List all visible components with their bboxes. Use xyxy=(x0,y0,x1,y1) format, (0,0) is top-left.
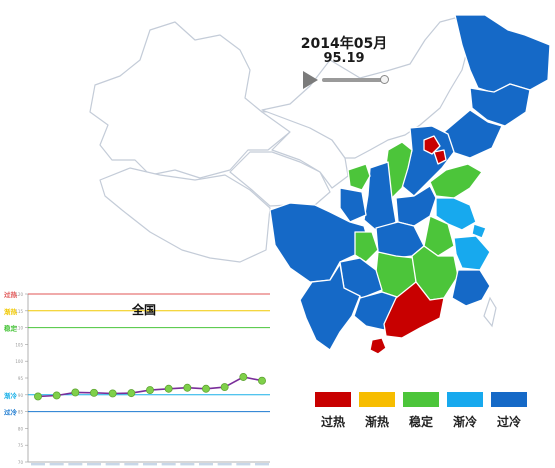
reference-label: 过热 xyxy=(4,290,18,299)
xinjiang-outline xyxy=(89,21,291,179)
legend-swatch xyxy=(403,392,439,407)
x-tick-label xyxy=(199,463,213,466)
reference-label: 渐冷 xyxy=(4,391,18,400)
date-label: 2014年05月 xyxy=(300,36,388,52)
legend-item: 过冷 xyxy=(489,392,529,432)
region-yunnan[interactable] xyxy=(299,263,361,351)
x-tick-label xyxy=(87,463,101,466)
region-gansu-east[interactable] xyxy=(339,187,367,223)
legend-label: 渐冷 xyxy=(452,415,477,429)
legend-swatch xyxy=(315,392,351,407)
chart-title: 全国 xyxy=(131,302,156,317)
y-tick-label: 70 xyxy=(18,460,24,465)
data-point xyxy=(239,373,248,381)
legend-label: 渐热 xyxy=(364,415,389,429)
x-tick-label xyxy=(217,463,232,466)
legend-label: 过冷 xyxy=(496,415,521,429)
y-tick-label: 115 xyxy=(15,309,23,314)
region-ningxia[interactable] xyxy=(347,163,371,191)
y-tick-label: 80 xyxy=(18,426,24,431)
data-point xyxy=(258,376,266,385)
region-beijing[interactable] xyxy=(423,135,441,155)
provinces xyxy=(269,14,551,355)
y-tick-label: 105 xyxy=(15,342,23,347)
legend-item: 过热 xyxy=(313,392,353,432)
legend-label: 过热 xyxy=(320,415,345,429)
y-tick-label: 90 xyxy=(18,393,24,398)
x-tick-label xyxy=(31,463,45,466)
data-point xyxy=(90,388,98,397)
qinghai-outline xyxy=(229,151,331,207)
x-tick-label xyxy=(105,463,120,466)
region-liaoning[interactable] xyxy=(443,109,503,159)
reference-label: 过冷 xyxy=(4,408,18,417)
region-shanghai[interactable] xyxy=(471,223,487,239)
data-point xyxy=(183,383,192,392)
region-tianjin[interactable] xyxy=(433,149,447,165)
legend-item: 稳定 xyxy=(401,392,441,432)
x-tick-label xyxy=(255,463,269,466)
chart-background xyxy=(0,286,280,468)
x-tick-label xyxy=(161,463,176,466)
y-tick-label: 75 xyxy=(18,443,24,448)
legend-item: 渐热 xyxy=(357,392,397,432)
legend: 过热 渐热 稳定 渐冷 过冷 xyxy=(313,392,533,432)
data-point xyxy=(52,391,61,400)
x-tick-label xyxy=(49,463,64,466)
y-tick-label: 110 xyxy=(15,326,23,331)
legend-label: 稳定 xyxy=(408,415,433,429)
data-point xyxy=(202,384,210,393)
background-territories xyxy=(89,17,471,263)
y-tick-label: 100 xyxy=(15,359,23,364)
legend-swatch xyxy=(359,392,395,407)
data-point xyxy=(127,389,136,398)
x-tick-label xyxy=(143,463,157,466)
data-point xyxy=(220,383,229,392)
x-tick-label xyxy=(236,463,251,466)
inner-mongolia-outline xyxy=(261,17,471,159)
region-heilongjiang[interactable] xyxy=(454,14,551,94)
data-point xyxy=(146,386,154,395)
taiwan xyxy=(483,296,497,328)
region-anhui[interactable] xyxy=(423,215,455,257)
region-guangdong[interactable] xyxy=(383,281,445,339)
region-jiangsu[interactable] xyxy=(435,197,477,231)
tibet-outline xyxy=(99,167,271,263)
reference-label: 渐热 xyxy=(4,307,18,316)
slider-handle[interactable] xyxy=(380,75,389,84)
x-tick-label xyxy=(68,463,83,466)
play-button[interactable] xyxy=(303,71,318,89)
time-player: 2014年05月 95.19 xyxy=(296,31,396,91)
data-point xyxy=(34,392,42,401)
x-tick-label xyxy=(124,463,139,466)
y-tick-label: 95 xyxy=(18,376,24,381)
y-tick-label: 120 xyxy=(15,292,23,297)
data-point xyxy=(71,388,80,397)
region-shandong[interactable] xyxy=(429,163,483,199)
time-slider[interactable] xyxy=(322,75,389,84)
reference-label: 稳定 xyxy=(4,324,18,333)
region-zhejiang[interactable] xyxy=(453,235,491,271)
x-tick-label xyxy=(180,463,195,466)
legend-swatch xyxy=(447,392,483,407)
data-point xyxy=(164,384,173,393)
y-tick-label: 85 xyxy=(18,410,24,415)
region-chongqing[interactable] xyxy=(354,231,379,263)
region-fujian[interactable] xyxy=(451,269,491,307)
index-value: 95.19 xyxy=(323,51,365,66)
region-hainan[interactable] xyxy=(369,337,387,355)
region-jilin[interactable] xyxy=(469,83,531,127)
data-point xyxy=(108,389,117,398)
legend-item: 渐冷 xyxy=(445,392,485,432)
legend-swatch xyxy=(491,392,527,407)
